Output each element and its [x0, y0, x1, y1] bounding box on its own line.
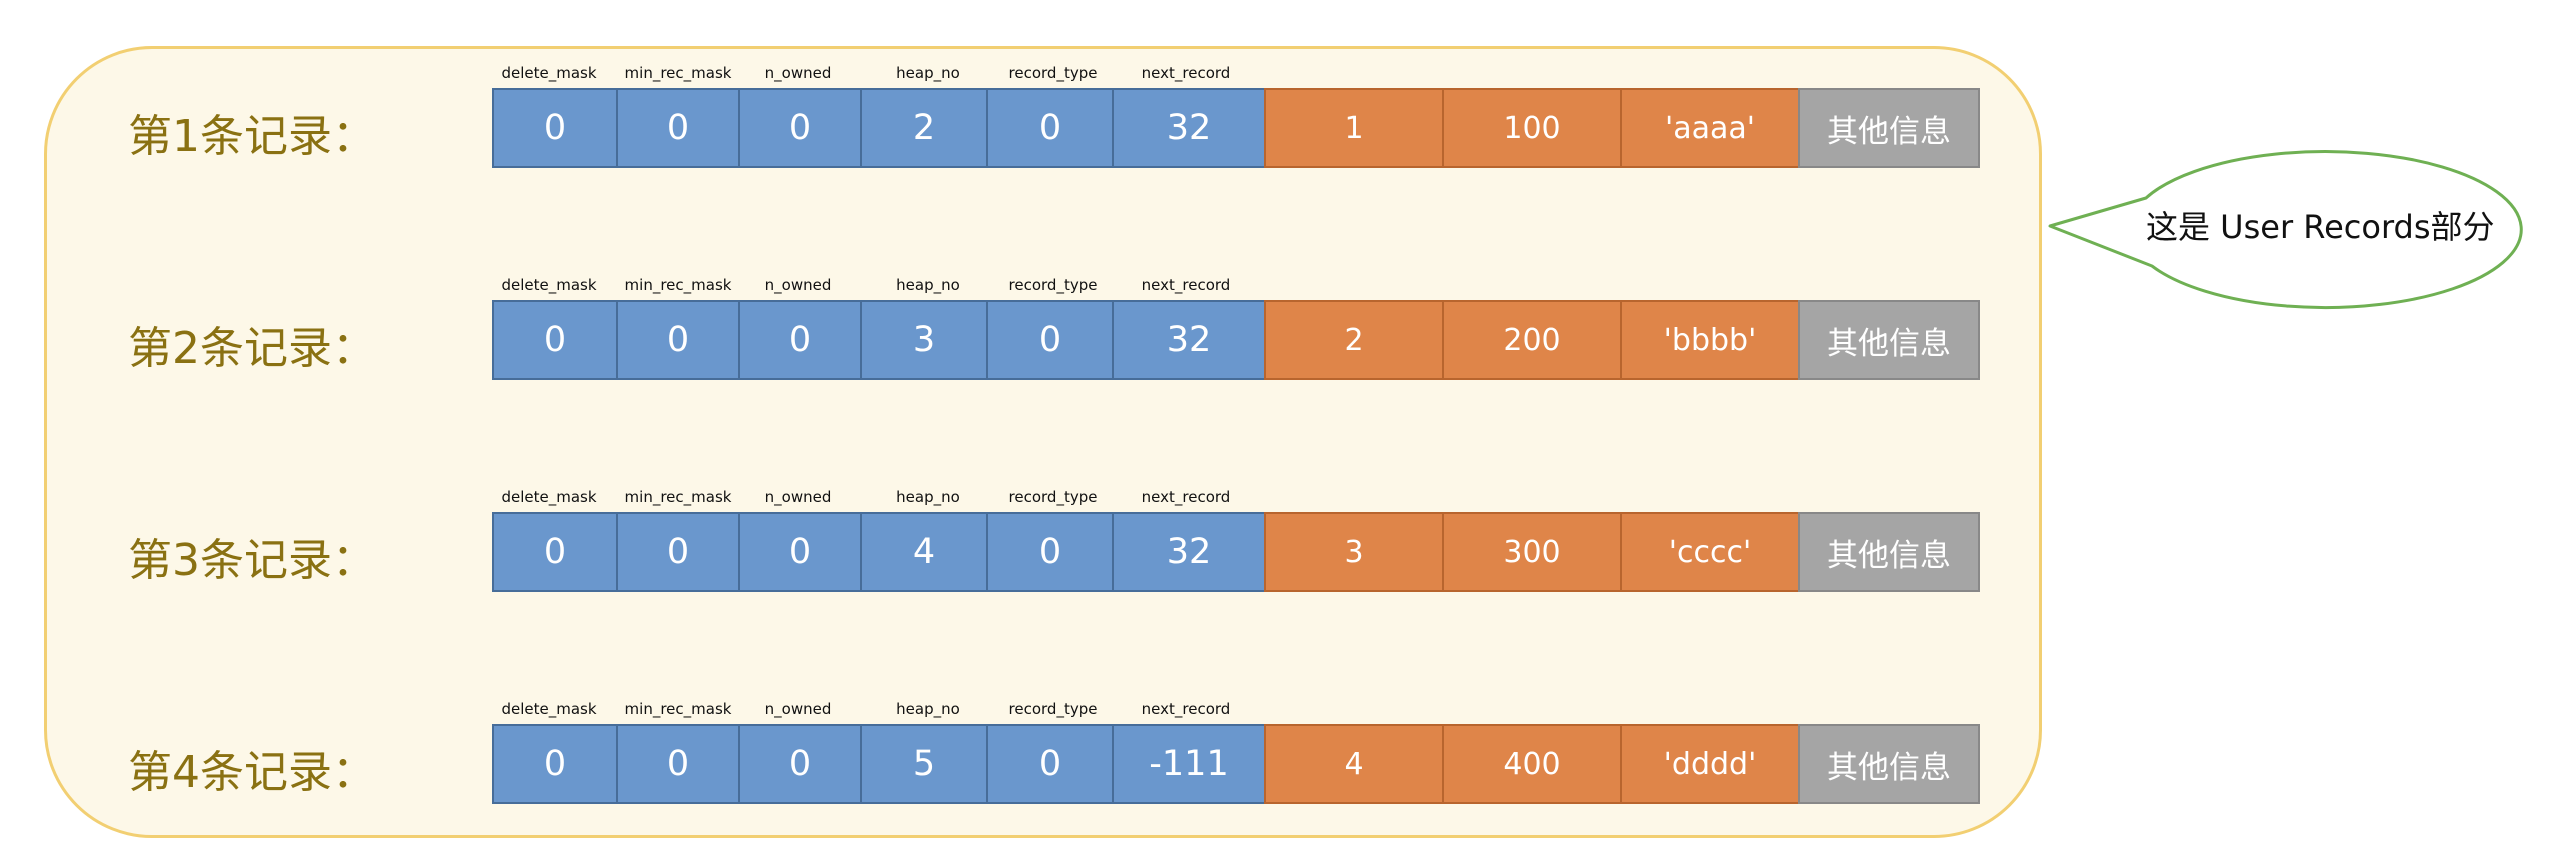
header-label-min-rec-mask: min_rec_mask	[624, 700, 732, 718]
cell-data-2: 300	[1442, 512, 1622, 592]
header-label-next-record: next_record	[1141, 700, 1231, 718]
header-label-n-owned: n_owned	[764, 488, 832, 506]
record-label: 第2条记录：	[128, 323, 376, 374]
cell-heap-no: 3	[860, 300, 988, 380]
cell-next-record: -111	[1112, 724, 1266, 804]
header-label-min-rec-mask: min_rec_mask	[624, 488, 732, 506]
cell-min-rec-mask: 0	[616, 512, 740, 592]
cell-record-type: 0	[986, 512, 1114, 592]
cell-data-3: 'dddd'	[1620, 724, 1800, 804]
header-label-delete-mask: delete_mask	[501, 64, 597, 82]
header-label-n-owned: n_owned	[764, 276, 832, 294]
record-label: 第4条记录：	[128, 747, 376, 798]
cell-delete-mask: 0	[492, 300, 618, 380]
record-label: 第3条记录：	[128, 535, 376, 586]
cell-n-owned: 0	[738, 512, 862, 592]
cell-min-rec-mask: 0	[616, 724, 740, 804]
header-label-delete-mask: delete_mask	[501, 700, 597, 718]
cell-data-1: 1	[1264, 88, 1444, 168]
cell-data-3: 'aaaa'	[1620, 88, 1800, 168]
header-label-heap-no: heap_no	[896, 700, 960, 718]
callout-text: 这是 User Records部分	[2146, 208, 2495, 246]
header-label-delete-mask: delete_mask	[501, 276, 597, 294]
cell-other-info: 其他信息	[1798, 512, 1980, 592]
header-label-record-type: record_type	[1008, 276, 1098, 294]
cell-data-2: 400	[1442, 724, 1622, 804]
header-label-record-type: record_type	[1008, 700, 1098, 718]
cell-n-owned: 0	[738, 724, 862, 804]
cell-delete-mask: 0	[492, 88, 618, 168]
cell-data-3: 'cccc'	[1620, 512, 1800, 592]
header-label-heap-no: heap_no	[896, 276, 960, 294]
cell-n-owned: 0	[738, 88, 862, 168]
cell-min-rec-mask: 0	[616, 88, 740, 168]
cell-other-info: 其他信息	[1798, 88, 1980, 168]
cell-heap-no: 5	[860, 724, 988, 804]
header-label-n-owned: n_owned	[764, 700, 832, 718]
record-row-4: 第4条记录： delete_mask min_rec_mask n_owned …	[0, 700, 2568, 860]
cell-other-info: 其他信息	[1798, 724, 1980, 804]
cell-data-2: 200	[1442, 300, 1622, 380]
record-row-2: 第2条记录： delete_mask min_rec_mask n_owned …	[0, 276, 2568, 436]
cell-data-1: 2	[1264, 300, 1444, 380]
header-label-min-rec-mask: min_rec_mask	[624, 276, 732, 294]
header-label-record-type: record_type	[1008, 64, 1098, 82]
cell-min-rec-mask: 0	[616, 300, 740, 380]
cell-n-owned: 0	[738, 300, 862, 380]
header-label-delete-mask: delete_mask	[501, 488, 597, 506]
cell-next-record: 32	[1112, 512, 1266, 592]
header-label-next-record: next_record	[1141, 276, 1231, 294]
header-label-next-record: next_record	[1141, 64, 1231, 82]
header-label-n-owned: n_owned	[764, 64, 832, 82]
header-label-record-type: record_type	[1008, 488, 1098, 506]
cell-data-3: 'bbbb'	[1620, 300, 1800, 380]
header-label-heap-no: heap_no	[896, 64, 960, 82]
cell-data-1: 4	[1264, 724, 1444, 804]
record-row-3: 第3条记录： delete_mask min_rec_mask n_owned …	[0, 488, 2568, 648]
header-label-next-record: next_record	[1141, 488, 1231, 506]
user-records-panel	[44, 46, 2042, 838]
record-row-1: 第1条记录： delete_mask min_rec_mask n_owned …	[0, 64, 2568, 224]
cell-next-record: 32	[1112, 88, 1266, 168]
callout-bubble-shape	[2048, 150, 2523, 310]
header-label-heap-no: heap_no	[896, 488, 960, 506]
header-label-min-rec-mask: min_rec_mask	[624, 64, 732, 82]
cell-other-info: 其他信息	[1798, 300, 1980, 380]
record-label: 第1条记录：	[128, 111, 376, 162]
